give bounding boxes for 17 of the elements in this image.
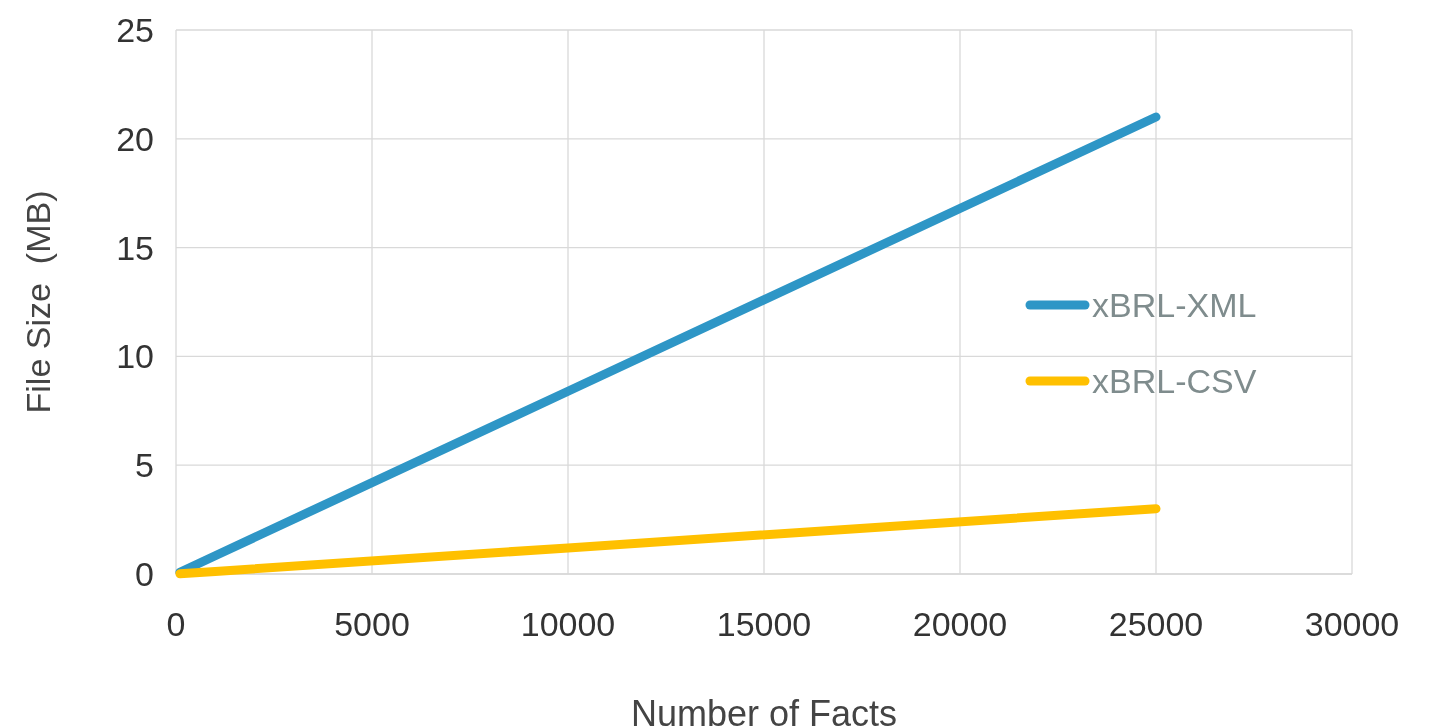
y-tick-label: 20 [116,119,154,158]
y-tick-label: 15 [116,228,154,267]
x-tick-label: 0 [166,605,186,643]
y-tick-label: 0 [135,555,154,593]
y-tick-label: 5 [135,446,154,485]
x-tick-label: 5000 [334,605,410,643]
x-tick-label: 25000 [1108,605,1204,643]
y-tick-label: 25 [116,11,154,49]
x-tick-label: 10000 [520,605,616,643]
x-axis-title: Number of Facts [630,693,898,728]
x-tick-label: 30000 [1304,605,1400,643]
legend-label: xBRL-CSV [1092,362,1257,400]
x-tick-label: 20000 [912,605,1008,643]
x-tick-label: 15000 [716,605,812,643]
y-tick-label: 10 [116,337,154,376]
y-axis-title: File Size (MB) [19,190,57,414]
legend-label: xBRL-XML [1092,286,1257,324]
